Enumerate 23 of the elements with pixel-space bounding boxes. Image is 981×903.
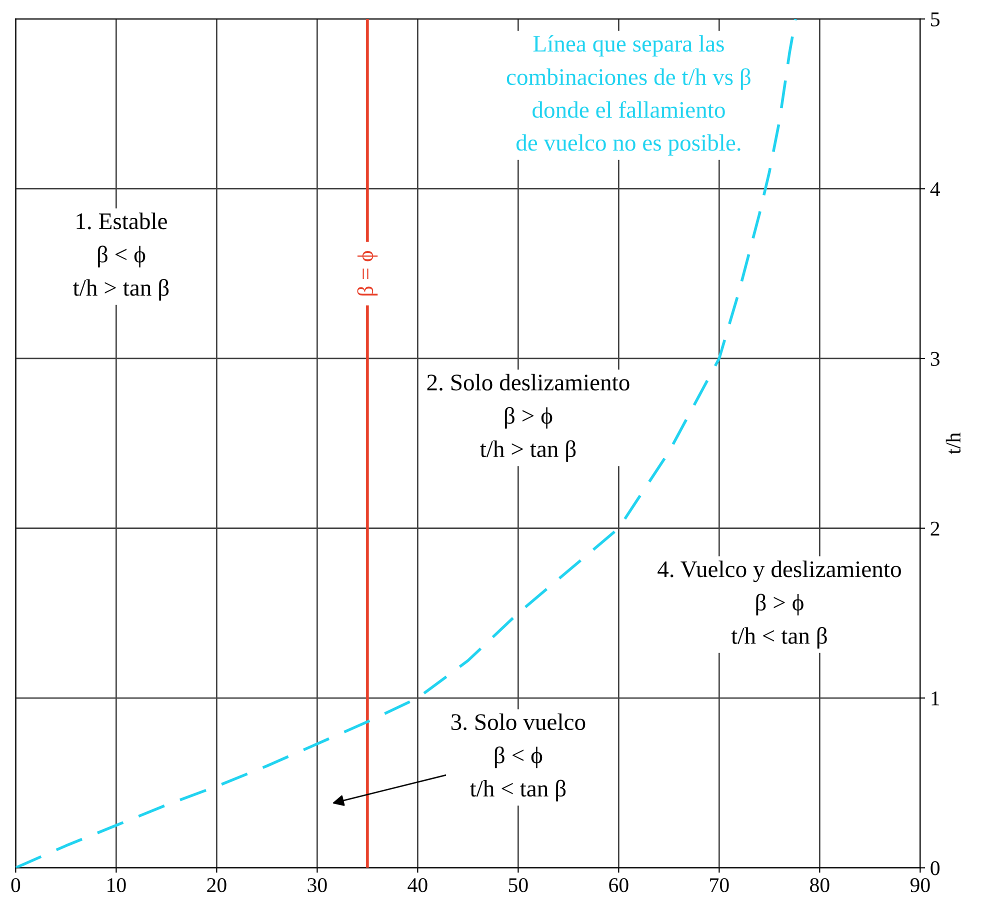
y-tick-label: 3 [930,352,940,366]
ref-line-label: β = ϕ [357,251,378,296]
x-tick-label: 80 [810,878,830,892]
x-tick-label: 0 [11,878,20,892]
y-tick-label: 2 [930,522,940,536]
annotation: 3. Solo vuelco β < ϕ t/h < tan β [451,713,586,802]
x-tick-label: 40 [408,878,428,892]
x-tick-label: 20 [207,878,226,892]
y-tick-label: 5 [931,12,940,26]
annotation: Línea que separa las combinaciones de t/h vs β donde el fallamiento de vuelco no es posible. [506,35,750,156]
x-tick-label: 10 [108,878,126,892]
x-tick-label: 90 [910,878,930,892]
y-tick-label: 4 [930,182,940,196]
x-tick-label: 70 [710,878,729,892]
annotation: 4. Vuelco y deslizamiento β > ϕ t/h < tan β [658,560,901,649]
x-tick-label: 60 [609,878,628,892]
annotation: 1. Estable β < ϕ t/h > tan β [73,212,169,301]
y-tick-label: 1 [932,691,940,706]
x-tick-label: 50 [508,878,528,892]
x-tick-label: 30 [308,878,327,892]
annotation: 2. Solo deslizamiento β > ϕ t/h > tan β [427,374,630,462]
y-tick-label: 0 [930,861,940,876]
y-axis-title: t/h [946,432,961,454]
